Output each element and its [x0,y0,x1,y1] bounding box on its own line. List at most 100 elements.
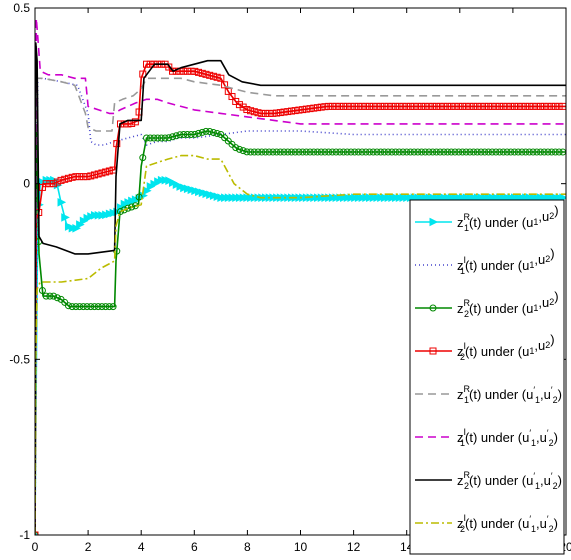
data-point [213,129,221,137]
data-point [518,102,526,110]
data-point [295,106,303,114]
series-layer [35,17,566,535]
data-point [377,148,385,156]
data-point [217,74,225,82]
data-point [213,73,221,81]
data-point [98,303,106,311]
data-point [187,130,195,138]
data-point [529,148,537,156]
data-point [176,131,184,139]
data-point [53,294,61,302]
data-point [287,107,295,115]
data-point [444,102,452,110]
data-point [340,102,348,110]
data-point [250,148,258,156]
data-point [202,127,210,135]
data-point [313,104,321,112]
data-point [503,102,511,110]
data-point [540,102,548,110]
data-point [94,170,102,178]
data-point [165,134,173,142]
data-point [477,102,485,110]
data-point [444,148,452,156]
data-point [131,118,139,126]
data-point [169,133,177,141]
data-point [235,101,243,109]
data-point [180,130,188,138]
y-tick-label: -0.5 [9,352,30,366]
data-point [64,302,72,310]
data-point [380,102,388,110]
data-point [336,102,344,110]
data-point [154,134,162,142]
legend-label: zI2(t) under (u​1,u​2) [457,332,555,362]
data-point [537,102,545,110]
data-point [525,148,533,156]
series-line [35,154,566,535]
data-point [72,303,80,311]
series-7 [35,42,566,535]
data-point [165,63,173,71]
data-point [254,109,262,117]
data-point [83,303,91,311]
legend: zR1(t) under (u​1,u​2) zI1(t) under (u​1,… [409,199,565,555]
legend-entry: zI2(t) under (u​1,u​2) [415,332,555,362]
data-point [429,102,437,110]
data-point [46,292,54,300]
data-point [291,148,299,156]
data-point [139,70,147,78]
data-point [61,213,70,222]
data-point [146,134,154,142]
data-point [306,148,314,156]
data-point [135,193,143,201]
data-point [458,102,466,110]
data-point [53,178,61,186]
data-point [544,148,552,156]
data-point [555,148,563,156]
data-point [317,103,325,111]
data-point [128,203,136,211]
data-point [351,148,359,156]
data-point [76,173,84,181]
x-tick-label: 10 [294,540,308,554]
data-point [555,102,563,110]
data-point [522,102,530,110]
legend-entry: zR1(t) under (u​1,u​2) [415,203,559,233]
legend-swatch-marker [429,304,437,312]
data-point [522,148,530,156]
data-point [94,303,102,311]
series-6 [35,17,566,535]
data-point [258,148,266,156]
data-point [139,154,147,162]
data-point [61,175,69,183]
data-point [239,103,247,111]
data-point [559,193,566,203]
series-3 [35,127,566,535]
data-point [235,145,243,153]
data-point [432,102,440,110]
data-point [143,60,151,68]
data-point [488,148,496,156]
data-point [451,102,459,110]
data-point [351,102,359,110]
data-point [273,109,281,117]
data-point [280,148,288,156]
data-point [414,102,422,110]
data-point [206,71,214,79]
data-point [354,102,362,110]
data-point [172,132,180,140]
data-point [395,102,403,110]
data-point [90,303,98,311]
data-point [321,148,329,156]
data-point [429,148,437,156]
data-point [507,148,515,156]
data-point [384,148,392,156]
data-point [143,134,151,142]
data-point [183,130,191,138]
series-8 [35,154,566,535]
data-point [87,172,95,180]
data-point [64,174,72,182]
data-point [481,102,489,110]
data-point [354,148,362,156]
data-point [533,102,541,110]
